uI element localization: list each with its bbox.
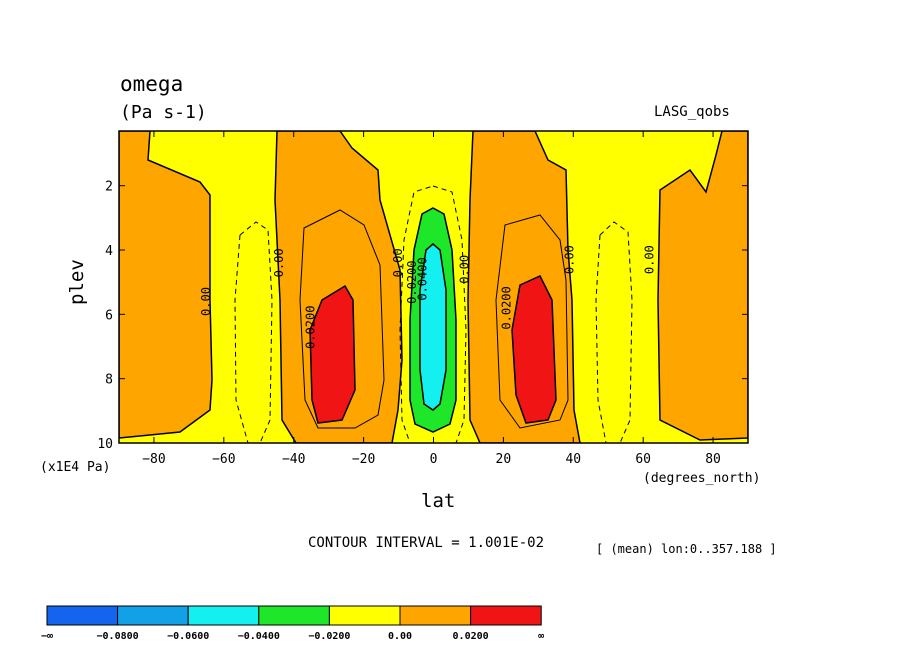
colorbar: −∞ −0.0800 −0.0600 −0.0400 −0.0200 0.00 0.0200… <box>41 605 544 642</box>
colorbar-swatch <box>399 605 472 626</box>
colorbar-swatch <box>328 605 401 626</box>
colorbar-label: −0.0600 <box>167 631 209 642</box>
contour-fills <box>119 131 748 443</box>
x-tick-label: 40 <box>565 452 581 467</box>
y-tick-label: 8 <box>105 373 113 388</box>
fill-strong-positive-south <box>309 284 356 424</box>
x-tick-label: 0 <box>430 452 438 467</box>
y-tick-label: 6 <box>105 308 113 323</box>
colorbar-swatch <box>117 605 189 626</box>
contour-interval: CONTOUR INTERVAL = 1.001E-02 <box>308 535 545 551</box>
contour-value-label: 0.00 <box>457 255 471 284</box>
colorbar-label: −0.0400 <box>238 631 280 642</box>
fill-positive-far-south <box>119 131 213 439</box>
colorbar-label: 0.00 <box>388 631 412 642</box>
colorbar-swatch <box>187 605 260 626</box>
colorbar-label: ∞ <box>538 631 544 642</box>
chart-title: omega <box>120 72 184 96</box>
y-tick-label: 4 <box>105 244 113 259</box>
contour-value-label: 0.00 <box>562 245 576 274</box>
x-tick-label: −60 <box>212 452 235 467</box>
contour-value-label: 0.0200 <box>304 306 318 349</box>
colorbar-label: −0.0200 <box>308 631 350 642</box>
contour-line-solid-north <box>495 214 569 429</box>
contour-line-solid-south <box>299 209 385 429</box>
fill-positive-far-north <box>657 131 748 441</box>
contour-value-label: 0.00 <box>199 287 213 316</box>
chart-units: (Pa s-1) <box>120 102 207 123</box>
x-tick-label: 60 <box>635 452 651 467</box>
colorbar-swatch <box>470 605 542 626</box>
contour-value-label: 0.00 <box>643 245 657 274</box>
contour-value-label: 0.00 <box>391 248 405 277</box>
colorbar-label: −0.0800 <box>97 631 139 642</box>
x-tick-label: −20 <box>352 452 375 467</box>
fill-negative-strong <box>419 243 447 411</box>
x-tick-label: −40 <box>282 452 305 467</box>
dataset-name: LASG_qobs <box>654 104 730 120</box>
contour-value-label: 0.0200 <box>405 260 419 303</box>
contour-value-label: 0.0200 <box>499 286 513 329</box>
y-axis-ticks: 2 4 6 8 10 <box>97 180 748 452</box>
y-tick-label: 10 <box>97 437 113 452</box>
colorbar-swatch <box>46 605 119 626</box>
averaging-info: [ (mean) lon:0..357.188 ] <box>596 542 777 556</box>
fill-positive-south <box>274 131 403 443</box>
x-axis-units: (degrees_north) <box>643 471 761 486</box>
contour-line-dashed-south <box>234 221 273 443</box>
contour-lines <box>234 185 633 443</box>
contour-value-label: 0.00 <box>272 248 286 277</box>
x-axis-ticks: −80 −60 −40 −20 0 20 40 60 80 <box>142 131 721 467</box>
x-tick-label: 20 <box>496 452 512 467</box>
contour-value-label: 0.0400 <box>416 257 430 300</box>
contour-line-dashed-north <box>595 221 633 443</box>
colorbar-swatch <box>258 605 330 626</box>
colorbar-label: 0.0200 <box>453 631 489 642</box>
y-tick-label: 2 <box>105 180 113 195</box>
fill-strong-positive-north <box>511 275 557 424</box>
x-tick-label: 80 <box>705 452 721 467</box>
colorbar-label: −∞ <box>41 631 53 642</box>
contour-line-dashed-equator <box>399 185 467 443</box>
x-axis-label: lat <box>421 490 456 512</box>
x-tick-label: −80 <box>142 452 165 467</box>
y-axis-units: (x1E4 Pa) <box>40 460 111 475</box>
